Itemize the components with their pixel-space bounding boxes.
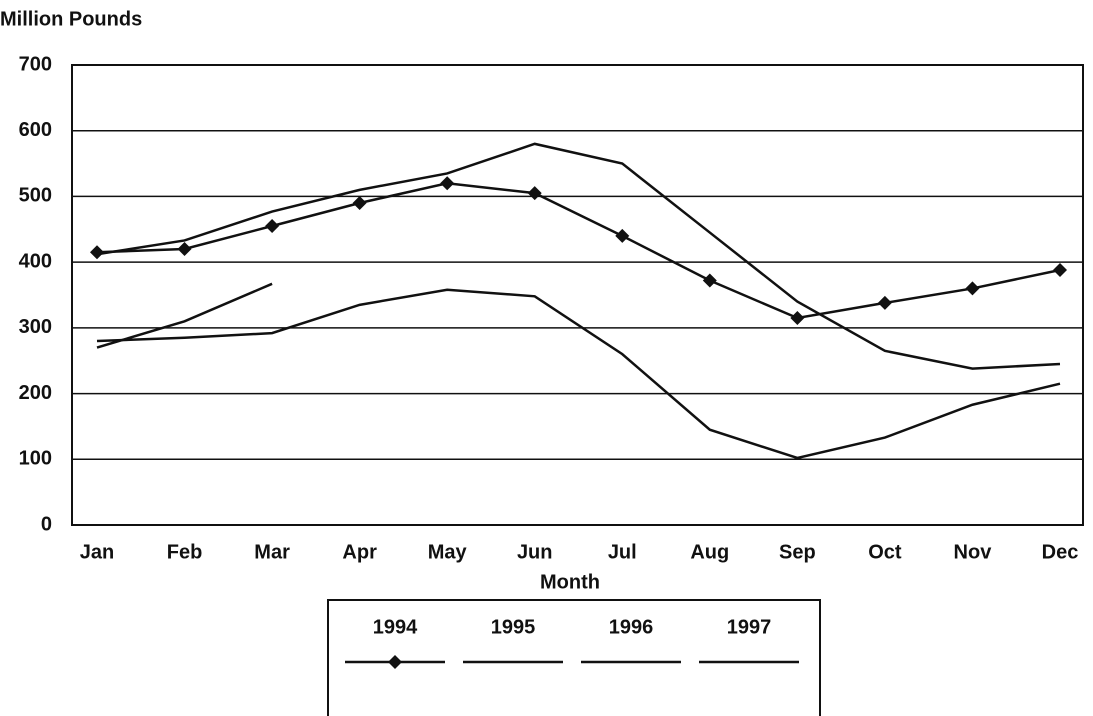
y-tick-label: 200	[19, 382, 52, 404]
point-marker	[790, 311, 805, 325]
y-tick-label: 700	[19, 53, 52, 75]
point-marker	[965, 281, 980, 296]
legend-label: 1995	[491, 616, 536, 638]
x-tick-label: Nov	[954, 541, 993, 563]
x-tick-label: Jul	[608, 541, 637, 563]
point-marker	[440, 176, 455, 191]
point-marker	[177, 242, 192, 256]
series-line	[96, 142, 1061, 370]
point-marker	[90, 245, 104, 260]
y-tick-label: 100	[19, 448, 52, 470]
legend-label: 1997	[727, 616, 772, 638]
y-tick-label: 500	[19, 185, 52, 207]
y-tick-label: 600	[19, 119, 52, 141]
series-line	[96, 288, 1061, 460]
legend-label: 1996	[609, 616, 654, 638]
point-marker	[702, 273, 717, 288]
y-tick-label: 300	[19, 316, 52, 338]
x-axis-label: Month	[540, 571, 600, 593]
legend-label: 1994	[373, 616, 418, 638]
x-tick-label: Aug	[690, 541, 729, 563]
x-tick-label: Feb	[167, 541, 203, 563]
y-tick-label: 400	[19, 250, 52, 272]
x-tick-label: Apr	[342, 541, 377, 563]
point-marker	[265, 219, 280, 233]
point-marker	[877, 295, 892, 310]
point-marker	[1053, 263, 1067, 278]
legend-box	[327, 599, 821, 716]
x-tick-label: May	[428, 541, 468, 563]
x-tick-label: Jan	[80, 541, 114, 563]
legend-marker	[388, 655, 402, 669]
series-line	[96, 182, 1061, 320]
x-tick-label: Oct	[868, 541, 902, 563]
x-tick-label: Mar	[254, 541, 290, 563]
point-marker	[352, 196, 367, 210]
y-tick-label: 0	[41, 513, 52, 535]
x-tick-label: Jun	[517, 541, 553, 563]
y-axis-label: Million Pounds	[0, 8, 142, 30]
x-tick-label: Sep	[779, 541, 816, 563]
point-marker	[615, 228, 630, 243]
x-tick-label: Dec	[1042, 541, 1079, 563]
series-line	[96, 282, 273, 349]
point-marker	[527, 186, 542, 201]
